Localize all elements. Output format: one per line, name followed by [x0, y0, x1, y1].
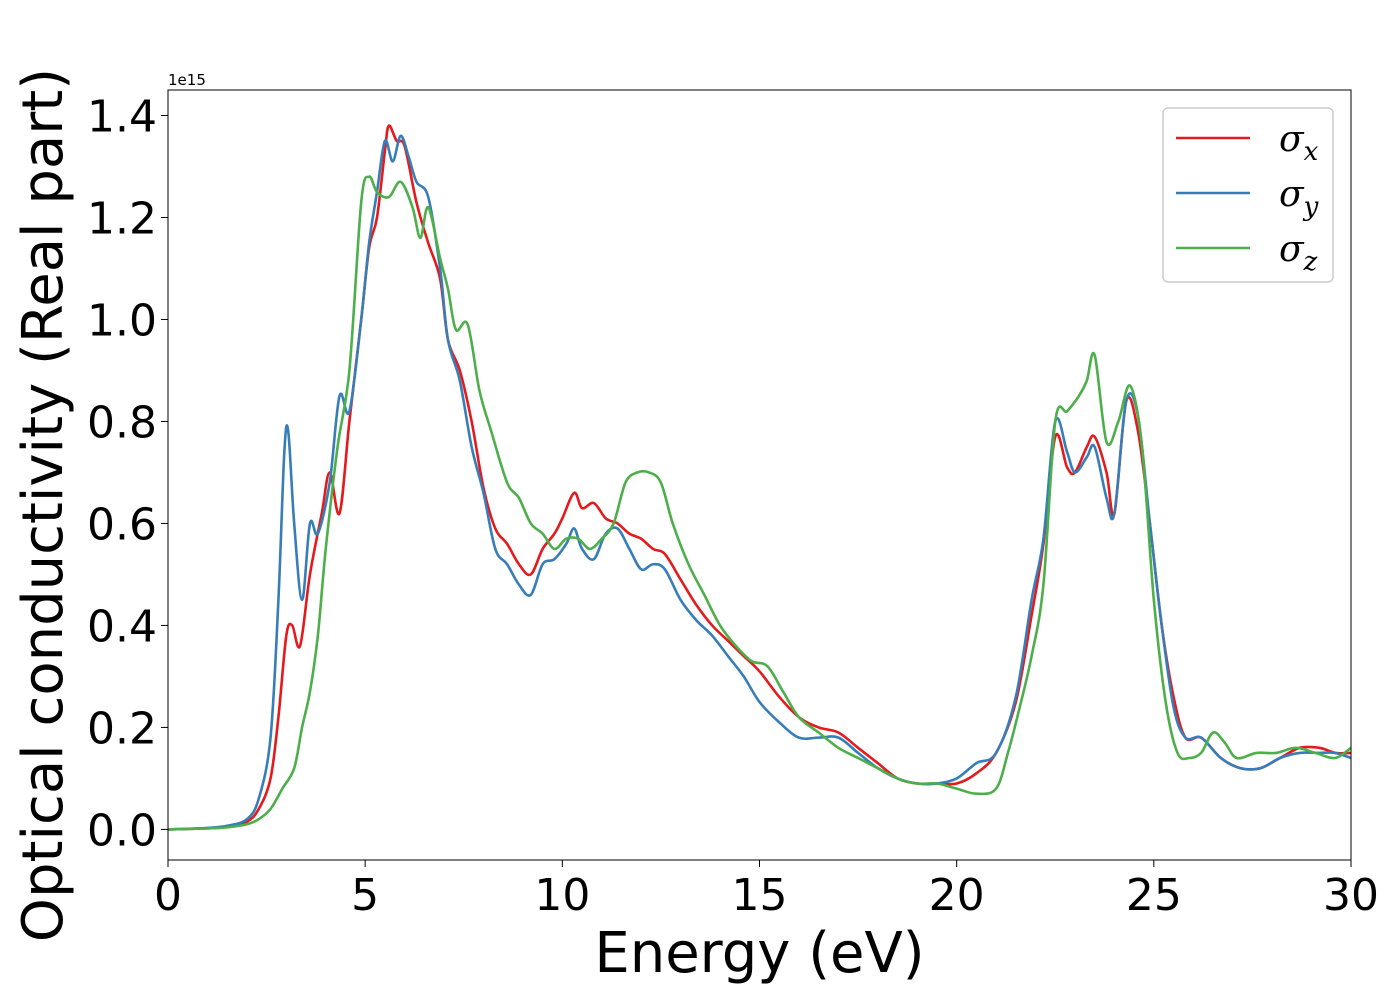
x-tick-label: 25 — [1126, 870, 1182, 921]
y-tick-label: 1.0 — [87, 295, 157, 346]
y-tick-label: 0.8 — [87, 397, 157, 448]
legend-symbol: σ — [1279, 174, 1305, 215]
plot-area — [168, 124, 1351, 831]
legend-symbol: σ — [1279, 229, 1305, 270]
x-tick-label: 5 — [351, 870, 379, 921]
legend-label-x: σx — [1279, 119, 1319, 167]
series-line-z — [168, 175, 1351, 831]
y-tick-label: 0.4 — [87, 601, 157, 652]
x-tick-label: 0 — [154, 870, 182, 921]
x-tick-label: 30 — [1323, 870, 1379, 921]
legend-box — [1162, 107, 1334, 283]
y-tick-label: 0.0 — [87, 805, 157, 856]
legend-subscript: x — [1304, 137, 1319, 167]
y-axis-label: Optical conductivity (Real part) — [11, 68, 76, 942]
y-tick-label: 1.4 — [87, 91, 157, 142]
y-tick-label: 0.2 — [87, 703, 157, 754]
y-tick-label: 1.2 — [87, 193, 157, 244]
legend-label-y: σy — [1279, 174, 1319, 222]
legend-label-z: σz — [1279, 229, 1318, 277]
y-axis: 0.0 0.2 0.4 0.6 0.8 1.0 1.2 1.4 — [87, 91, 168, 856]
x-tick-label: 20 — [929, 870, 985, 921]
y-offset-label: 1e15 — [168, 71, 206, 89]
legend-subscript: z — [1303, 247, 1318, 277]
legend-symbol: σ — [1279, 119, 1305, 160]
y-tick-label: 0.6 — [87, 499, 157, 550]
x-axis-label: Energy (eV) — [594, 921, 924, 986]
series-line-y — [168, 134, 1351, 831]
x-tick-label: 15 — [732, 870, 788, 921]
x-axis: 0 5 10 15 20 25 30 — [154, 860, 1379, 921]
x-tick-label: 10 — [534, 870, 590, 921]
legend-subscript: y — [1303, 192, 1319, 222]
